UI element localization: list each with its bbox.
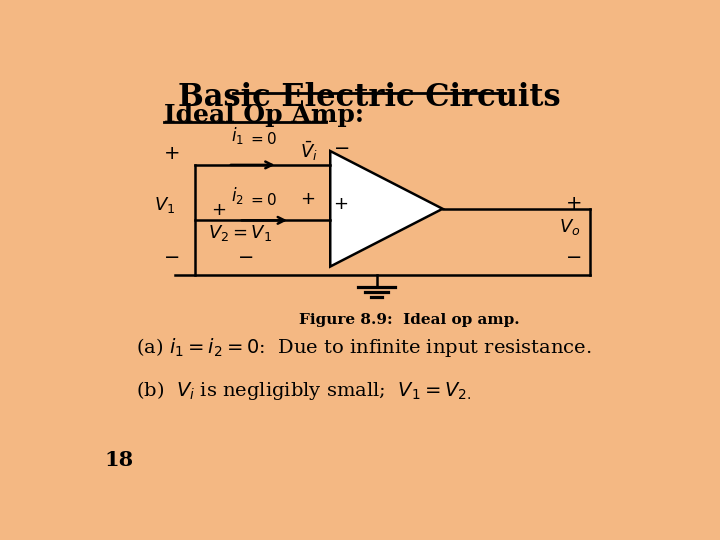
Text: $V_o$: $V_o$	[559, 217, 580, 237]
Text: $+$: $+$	[300, 190, 315, 208]
Text: (b)  $V_i$ is negligibly small;  $V_1 = V_{2.}$: (b) $V_i$ is negligibly small; $V_1 = V_…	[137, 379, 472, 402]
Text: $+$: $+$	[565, 194, 582, 213]
Text: $-$: $-$	[163, 247, 179, 265]
Text: $V_2 = V_1$: $V_2 = V_1$	[208, 224, 272, 244]
Text: Ideal Op Amp:: Ideal Op Amp:	[163, 103, 364, 127]
Text: Basic Electric Circuits: Basic Electric Circuits	[178, 82, 560, 113]
Text: $+$: $+$	[333, 194, 348, 213]
Text: $= 0$: $= 0$	[248, 131, 277, 147]
Text: (a) $i_1 = i_2 = 0$:  Due to infinite input resistance.: (a) $i_1 = i_2 = 0$: Due to infinite inp…	[137, 336, 593, 359]
Polygon shape	[330, 151, 443, 267]
Text: $i_2$: $i_2$	[231, 185, 244, 206]
Text: $-$: $-$	[333, 138, 350, 156]
Text: Figure 8.9:  Ideal op amp.: Figure 8.9: Ideal op amp.	[300, 313, 520, 327]
Text: $-$: $-$	[238, 247, 253, 265]
Text: $V_1$: $V_1$	[153, 195, 175, 215]
Text: $\bar{V}_i$: $\bar{V}_i$	[300, 140, 318, 164]
Text: $i_1$: $i_1$	[231, 125, 244, 146]
Text: $-$: $-$	[565, 247, 581, 265]
Text: $+$: $+$	[163, 145, 179, 164]
Text: $+$: $+$	[211, 201, 226, 219]
Text: 18: 18	[104, 450, 133, 470]
Text: $= 0$: $= 0$	[248, 192, 277, 208]
